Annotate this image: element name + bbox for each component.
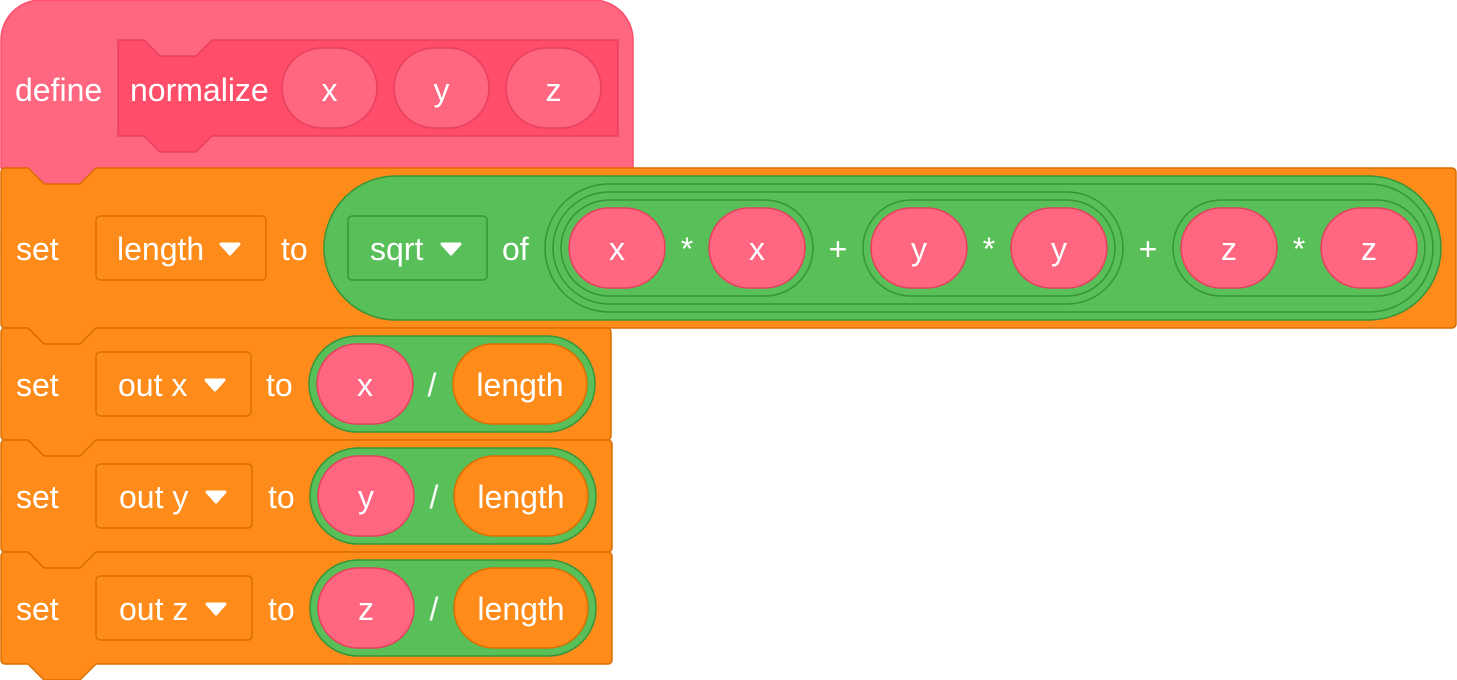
param-y[interactable]: y — [393, 47, 490, 129]
set-keyword: set — [16, 591, 59, 627]
arg-z-pill[interactable] — [1320, 207, 1418, 289]
dropdown-box — [347, 215, 488, 281]
arg-y-pill[interactable] — [1010, 207, 1108, 289]
dropdown-value: out x — [118, 367, 187, 403]
variable-reporter-length[interactable] — [453, 567, 589, 649]
variable-reporter-label: length — [477, 479, 564, 515]
divide-reporter[interactable]: y / length — [309, 447, 597, 545]
set-out-x-block[interactable]: set out x to x / length — [0, 327, 612, 457]
arg-z-pill[interactable] — [1180, 207, 1278, 289]
dropdown-box — [95, 575, 253, 641]
arg-z-pill[interactable] — [317, 567, 415, 649]
to-label: to — [266, 367, 293, 403]
multiply-operator: * — [1293, 231, 1305, 267]
math-function-reporter[interactable]: sqrt of x * x + y * y + — [323, 175, 1442, 321]
procedure-name: normalize — [130, 72, 269, 108]
divide-operator: / — [428, 367, 437, 403]
arg-y-label: y — [358, 479, 374, 515]
set-length-block[interactable]: set length to sqrt of x * x — [0, 167, 1457, 345]
divide-operator: / — [430, 591, 439, 627]
chevron-down-icon — [204, 378, 226, 392]
chevron-down-icon — [205, 490, 227, 504]
arg-z-label: z — [358, 591, 374, 627]
multiply-operator: * — [681, 231, 693, 267]
divide-reporter[interactable]: z / length — [309, 559, 597, 657]
variable-reporter-label: length — [476, 367, 563, 403]
arg-y-pill[interactable] — [870, 207, 968, 289]
define-block[interactable]: define normalize x y z — [0, 0, 634, 185]
arg-y-label: y — [911, 231, 927, 267]
arg-z-label: z — [1221, 231, 1237, 267]
set-keyword: set — [16, 367, 59, 403]
param-x-pill — [281, 47, 378, 129]
arg-x-pill[interactable] — [568, 207, 666, 289]
to-label: to — [281, 231, 308, 267]
set-keyword: set — [16, 479, 59, 515]
variable-reporter-length[interactable] — [453, 455, 589, 537]
variable-reporter-length[interactable] — [452, 343, 588, 425]
arg-z-label: z — [1361, 231, 1377, 267]
variable-dropdown-out-y[interactable]: out y — [95, 463, 253, 529]
param-y-pill — [393, 47, 490, 129]
param-z-pill — [505, 47, 602, 129]
set-keyword: set — [16, 231, 59, 267]
dropdown-value: sqrt — [370, 231, 423, 267]
set-out-z-block[interactable]: set out z to z / length — [0, 551, 613, 680]
procedure-prototype[interactable]: normalize x y z — [117, 39, 619, 153]
divide-operator: / — [430, 479, 439, 515]
param-x-label: x — [322, 72, 338, 108]
param-z[interactable]: z — [505, 47, 602, 129]
of-label: of — [502, 231, 529, 267]
set-out-y-block[interactable]: set out y to y / length — [0, 439, 613, 569]
variable-dropdown-out-z[interactable]: out z — [95, 575, 253, 641]
plus-operator: + — [829, 231, 848, 267]
chevron-down-icon — [205, 602, 227, 616]
to-label: to — [268, 479, 295, 515]
define-keyword: define — [15, 72, 102, 108]
arg-x-label: x — [749, 231, 765, 267]
dropdown-box — [95, 463, 253, 529]
dropdown-value: out z — [119, 591, 188, 627]
arg-y-label: y — [1051, 231, 1067, 267]
math-function-dropdown[interactable]: sqrt — [347, 215, 488, 281]
variable-dropdown-length[interactable]: length — [95, 215, 267, 281]
dropdown-value: length — [117, 231, 204, 267]
dropdown-box — [95, 351, 252, 417]
divide-reporter[interactable]: x / length — [308, 335, 596, 433]
param-x[interactable]: x — [281, 47, 378, 129]
arg-x-pill[interactable] — [708, 207, 806, 289]
to-label: to — [268, 591, 295, 627]
multiply-operator: * — [983, 231, 995, 267]
arg-y-pill[interactable] — [317, 455, 415, 537]
chevron-down-icon — [440, 242, 462, 256]
chevron-down-icon — [219, 242, 241, 256]
variable-reporter-label: length — [477, 591, 564, 627]
dropdown-box — [95, 215, 267, 281]
variable-dropdown-out-x[interactable]: out x — [95, 351, 252, 417]
param-z-label: z — [546, 72, 562, 108]
arg-x-label: x — [609, 231, 625, 267]
arg-x-pill[interactable] — [316, 343, 414, 425]
plus-operator: + — [1139, 231, 1158, 267]
arg-x-label: x — [357, 367, 373, 403]
dropdown-value: out y — [119, 479, 188, 515]
param-y-label: y — [434, 72, 450, 108]
